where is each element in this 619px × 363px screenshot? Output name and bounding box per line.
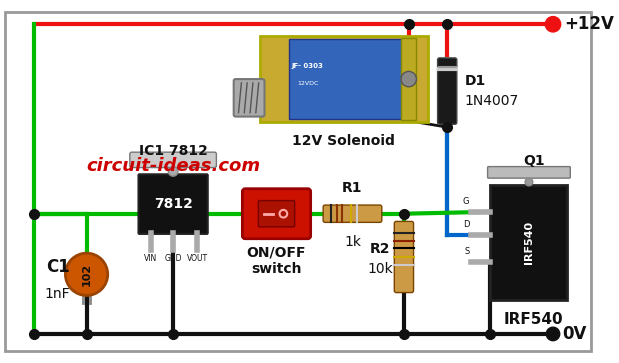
Text: D1: D1 <box>464 74 486 89</box>
Text: 12VDC: 12VDC <box>297 81 318 86</box>
Text: 12V Solenoid: 12V Solenoid <box>292 134 396 148</box>
Text: Q1: Q1 <box>523 154 545 168</box>
Text: 1N4007: 1N4007 <box>464 94 519 108</box>
Text: S: S <box>464 247 469 256</box>
FancyBboxPatch shape <box>438 58 457 124</box>
Text: 1k: 1k <box>344 235 361 249</box>
Bar <box>401 38 417 121</box>
FancyBboxPatch shape <box>323 205 382 223</box>
Circle shape <box>168 167 178 176</box>
Circle shape <box>546 327 560 340</box>
Text: +12V: +12V <box>565 15 615 33</box>
Text: D: D <box>463 220 469 229</box>
FancyBboxPatch shape <box>490 185 568 300</box>
FancyBboxPatch shape <box>243 189 311 239</box>
Text: 1nF: 1nF <box>45 286 71 301</box>
Text: R1: R1 <box>342 182 363 195</box>
Text: IC1 7812: IC1 7812 <box>139 144 207 158</box>
Text: 102: 102 <box>82 263 92 286</box>
Text: 10k: 10k <box>367 261 393 276</box>
Text: JF- 0303: JF- 0303 <box>292 63 324 69</box>
Text: VOUT: VOUT <box>186 254 208 263</box>
Text: circuit-ideas.com: circuit-ideas.com <box>87 156 261 175</box>
Text: C1: C1 <box>46 258 69 276</box>
FancyBboxPatch shape <box>394 221 413 293</box>
Circle shape <box>545 17 561 32</box>
Circle shape <box>525 178 533 186</box>
Text: IRF540: IRF540 <box>504 312 563 327</box>
Text: G: G <box>463 197 469 206</box>
Text: 7812: 7812 <box>154 197 193 211</box>
Circle shape <box>66 253 108 295</box>
Text: R2: R2 <box>370 242 390 256</box>
Text: IRF540: IRF540 <box>524 221 534 264</box>
Text: ON/OFF
switch: ON/OFF switch <box>247 245 306 276</box>
FancyBboxPatch shape <box>130 152 217 168</box>
Bar <box>288 39 404 119</box>
FancyBboxPatch shape <box>488 167 570 178</box>
FancyBboxPatch shape <box>259 36 428 122</box>
Text: 0V: 0V <box>563 325 587 343</box>
Circle shape <box>401 72 417 87</box>
Text: GND: GND <box>165 254 182 263</box>
FancyBboxPatch shape <box>139 174 208 234</box>
Text: VIN: VIN <box>144 254 158 263</box>
FancyBboxPatch shape <box>258 201 295 227</box>
FancyBboxPatch shape <box>234 79 264 117</box>
